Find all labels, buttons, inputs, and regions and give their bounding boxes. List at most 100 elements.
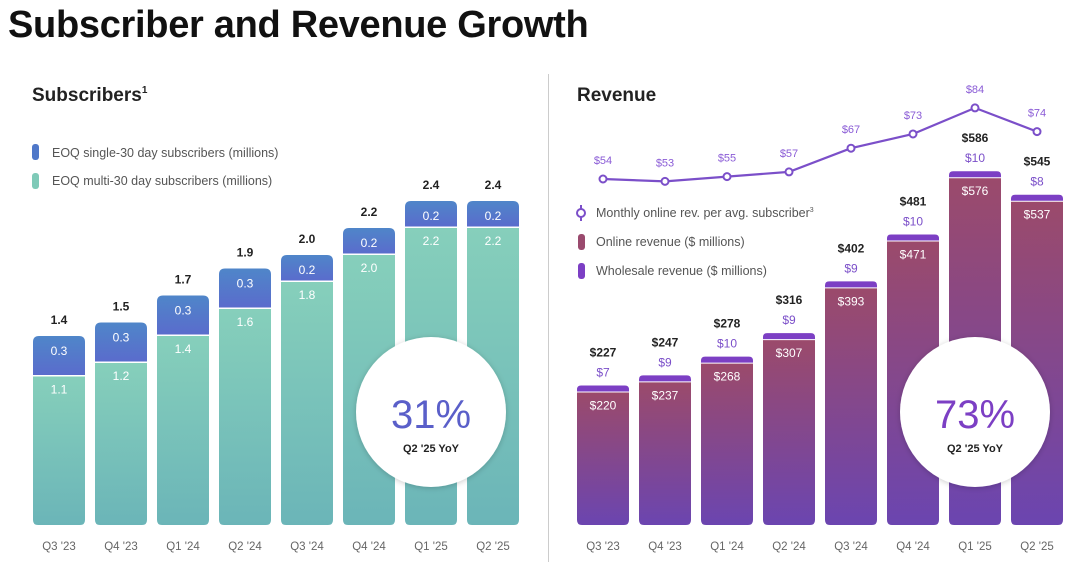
x-tick-label: Q3 '23	[586, 541, 620, 553]
bar-total: $316	[776, 293, 803, 307]
x-tick-label: Q3 '24	[834, 541, 868, 553]
bar-single	[157, 295, 209, 335]
x-tick-label: Q4 '23	[648, 541, 682, 553]
bar-label-wholesale: $10	[903, 214, 923, 228]
bar-multi	[157, 336, 209, 525]
bar-label-multi: 1.6	[237, 315, 254, 329]
bar-label-single: 0.3	[237, 277, 254, 291]
bar-online	[577, 392, 629, 525]
divider	[548, 74, 549, 562]
bar-wholesale	[1011, 194, 1063, 201]
x-tick-label: Q2 '24	[772, 541, 806, 553]
line-point-label: $57	[780, 148, 798, 160]
line-point	[660, 176, 670, 186]
bar-total: 2.4	[485, 178, 502, 192]
bar-multi	[219, 309, 271, 525]
line-point-label: $84	[966, 84, 984, 96]
bar-single	[219, 268, 271, 308]
x-tick-label: Q1 '25	[958, 541, 992, 553]
bar-single	[343, 228, 395, 254]
bar-multi	[281, 282, 333, 525]
legend-label-line-group: Monthly online rev. per avg. subscriber3	[596, 206, 814, 220]
bar-total: 1.5	[113, 300, 130, 314]
line-point-label: $67	[842, 124, 860, 136]
legend-label-multi: EOQ multi-30 day subscribers (millions)	[52, 174, 272, 188]
line-point	[908, 129, 918, 139]
bar-label-multi: 1.4	[175, 342, 192, 356]
bar-label-online: $220	[590, 399, 617, 413]
bar-label-multi: 1.2	[113, 369, 130, 383]
bar-label-wholesale: $8	[1030, 175, 1044, 189]
x-tick-label: Q1 '24	[710, 541, 744, 553]
bar-label-single: 0.2	[423, 209, 440, 223]
bar-single	[33, 336, 85, 375]
x-tick-label: Q4 '24	[896, 541, 930, 553]
line-point	[846, 143, 856, 153]
bar-label-single: 0.3	[51, 344, 68, 358]
bar-wholesale	[577, 385, 629, 392]
bar-total: $481	[900, 194, 927, 208]
x-tick-label: Q1 '25	[414, 541, 448, 553]
legend-swatch-single	[32, 144, 39, 160]
chart-title: Subscribers	[32, 85, 142, 106]
legend-marker-icon	[576, 208, 586, 218]
x-tick-label: Q2 '25	[1020, 541, 1054, 553]
callout-value: 73%	[935, 393, 1015, 437]
bar-multi	[95, 363, 147, 525]
legend-label-online: Online revenue ($ millions)	[596, 235, 745, 249]
callout-label: Q2 '25 YoY	[403, 443, 460, 455]
legend-swatch-online	[578, 234, 585, 250]
bar-label-multi: 1.8	[299, 288, 316, 302]
bar-total: $402	[838, 241, 865, 255]
legend-label-wholesale: Wholesale revenue ($ millions)	[596, 264, 767, 278]
bar-total: $227	[590, 346, 617, 360]
line-point-label: $54	[594, 155, 612, 167]
x-tick-label: Q3 '24	[290, 541, 324, 553]
line-point	[784, 167, 794, 177]
bar-total: 1.9	[237, 246, 254, 260]
bar-label-online: $537	[1024, 208, 1051, 222]
bar-label-multi: 2.0	[361, 261, 378, 275]
bar-wholesale	[887, 234, 939, 241]
bar-wholesale	[639, 375, 691, 382]
bar-total: 1.4	[51, 313, 68, 327]
bar-total: 2.4	[423, 178, 440, 192]
line-point	[598, 174, 608, 184]
bar-label-online: $471	[900, 247, 927, 261]
bar-total: $278	[714, 317, 741, 331]
bar-label-online: $268	[714, 370, 741, 384]
legend-swatch-multi	[32, 173, 39, 189]
x-tick-label: Q1 '24	[166, 541, 200, 553]
callout-value: 31%	[391, 393, 471, 437]
bar-total: 2.2	[361, 205, 378, 219]
x-tick-label: Q4 '23	[104, 541, 138, 553]
bar-label-single: 0.2	[299, 263, 316, 277]
bar-total: $545	[1024, 155, 1051, 169]
bar-multi	[33, 376, 85, 525]
bar-wholesale	[949, 171, 1001, 178]
bar-label-multi: 2.2	[423, 234, 440, 248]
bar-online	[763, 340, 815, 525]
bar-label-multi: 2.2	[485, 234, 502, 248]
callout-circle	[356, 337, 506, 487]
bar-label-wholesale: $9	[782, 313, 796, 327]
bar-online	[825, 288, 877, 525]
bar-label-wholesale: $9	[844, 261, 858, 275]
bar-label-single: 0.2	[485, 209, 502, 223]
bar-single	[281, 255, 333, 281]
legend-label-single: EOQ single-30 day subscribers (millions)	[52, 146, 278, 160]
bar-label-single: 0.3	[175, 304, 192, 318]
line-point	[722, 172, 732, 182]
bar-label-multi: 1.1	[51, 383, 68, 397]
page-title: Subscriber and Revenue Growth	[8, 4, 589, 46]
callout-circle	[900, 337, 1050, 487]
legend-footnote: 3	[810, 207, 814, 214]
bar-total: $586	[962, 131, 989, 145]
bar-label-single: 0.3	[113, 331, 130, 345]
line-series	[602, 106, 1038, 183]
bar-total: 1.7	[175, 273, 192, 287]
x-tick-label: Q3 '23	[42, 541, 76, 553]
bar-label-online: $393	[838, 294, 865, 308]
bar-label-online: $237	[652, 388, 679, 402]
bar-label-wholesale: $10	[965, 151, 985, 165]
